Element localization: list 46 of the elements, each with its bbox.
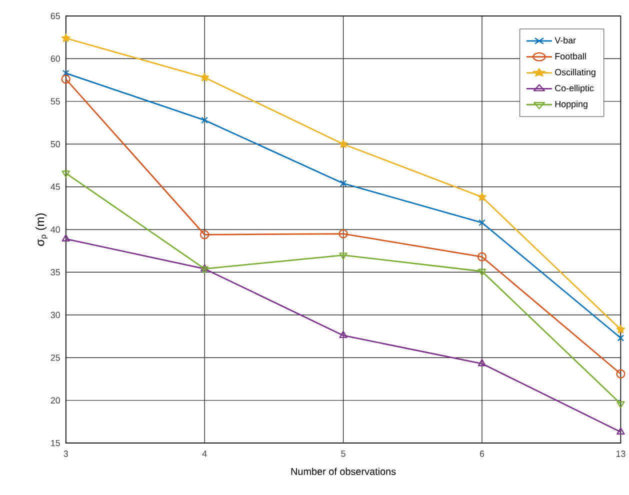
legend-label: Hopping: [555, 100, 588, 109]
legend-label: Co-elliptic: [555, 84, 594, 94]
point: [61, 74, 70, 84]
y-tick-label: 25: [50, 354, 60, 361]
x-tick-label: 6: [480, 450, 484, 457]
point: [200, 72, 209, 82]
point: [62, 70, 70, 77]
point: [477, 252, 487, 262]
point: [62, 234, 70, 242]
x-tick-label: 4: [202, 450, 207, 457]
point: [478, 359, 486, 366]
y-axis-title: σ$_{ρ}$ (m): [35, 213, 48, 246]
y-tick-label: 35: [50, 269, 60, 276]
x-tick-label: 3: [64, 450, 68, 457]
y-tick-label: 60: [50, 56, 60, 62]
point: [617, 334, 624, 342]
legend-label: V-bar: [554, 36, 576, 44]
point: [61, 34, 70, 42]
point: [339, 252, 348, 260]
point: [200, 230, 210, 240]
y-tick-label: 50: [50, 140, 60, 148]
y-tick-label: 20: [50, 397, 60, 404]
point: [478, 219, 486, 226]
point: [338, 140, 348, 148]
point: [201, 116, 208, 124]
y-tick-label: 55: [50, 98, 60, 105]
x-tick-label: 5: [341, 450, 346, 457]
y-tick-label: 45: [50, 184, 60, 190]
x-tick-label: 13: [616, 450, 626, 457]
point: [616, 401, 625, 408]
point: [616, 427, 625, 435]
point: [339, 330, 348, 338]
y-tick-label: 65: [50, 12, 60, 20]
point: [340, 180, 347, 187]
x-axis-title: Number of observations: [291, 468, 396, 476]
legend-label: Football: [555, 52, 586, 60]
point: [478, 268, 486, 276]
y-tick-label: 40: [50, 226, 60, 233]
point: [338, 229, 348, 238]
y-tick-label: 15: [51, 440, 60, 446]
point: [616, 324, 626, 334]
point: [478, 192, 486, 201]
point: [616, 369, 626, 378]
y-tick-label: 30: [50, 312, 60, 318]
point: [62, 170, 70, 178]
legend-label: Oscillating: [555, 68, 596, 78]
